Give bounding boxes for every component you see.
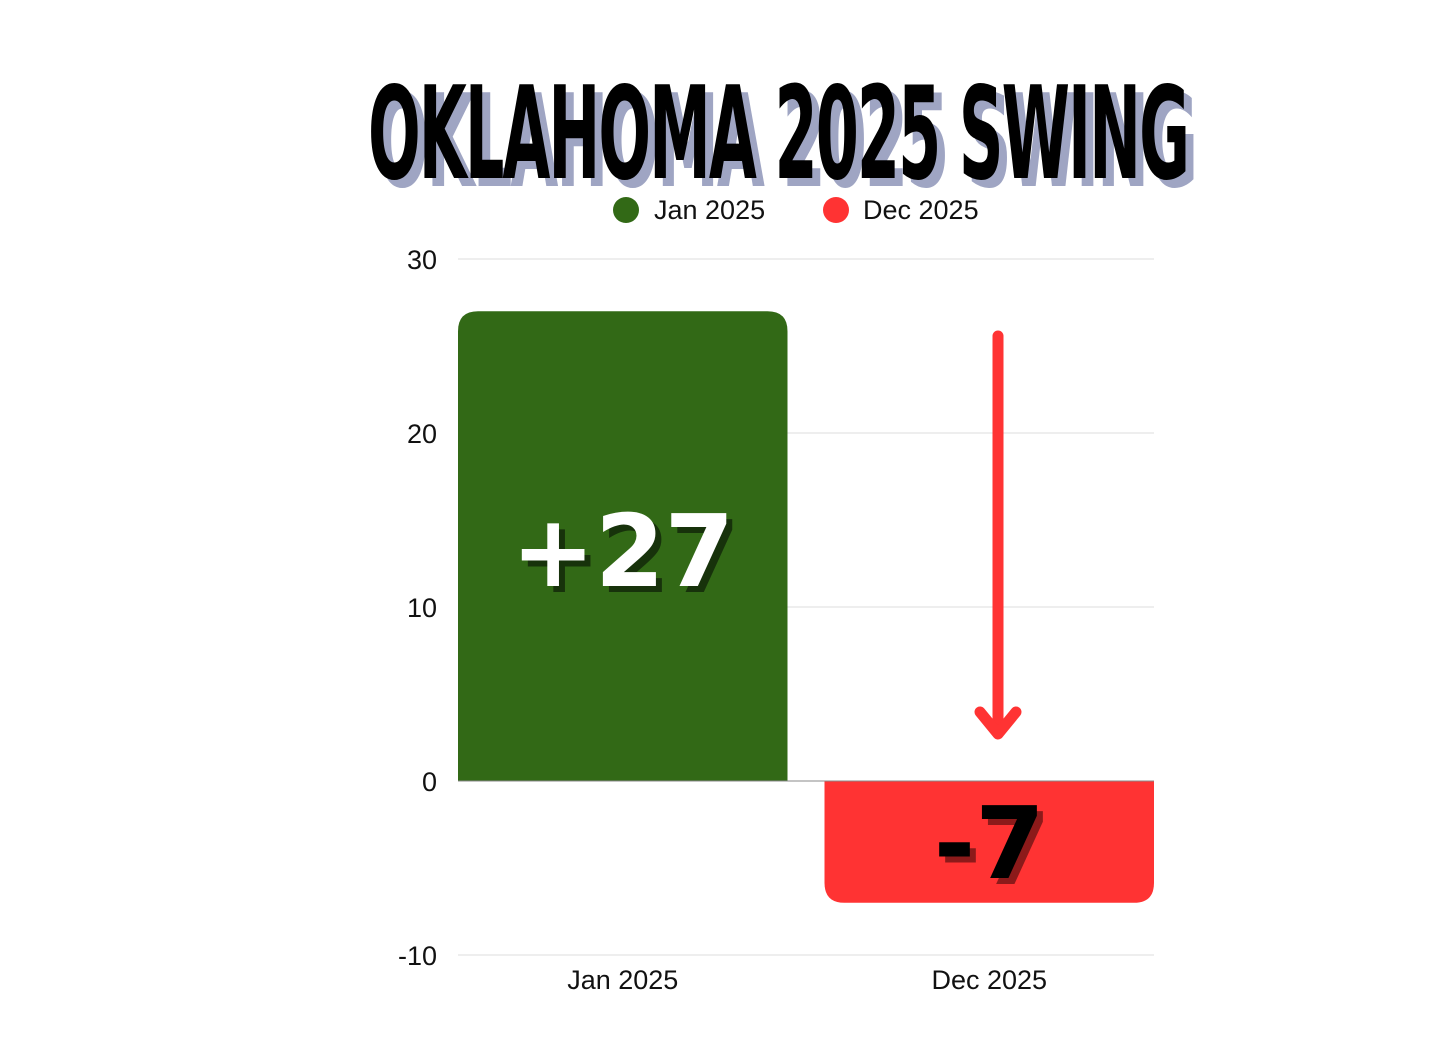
data-label-shadow-0: +27 xyxy=(517,499,740,616)
y-tick-label-3: 0 xyxy=(422,767,437,797)
y-tick-label-0: 30 xyxy=(407,245,437,275)
bar-labels: +27+27 -7-7 xyxy=(511,493,1051,908)
legend: Jan 2025 Dec 2025 xyxy=(613,195,979,225)
bars xyxy=(458,311,1154,903)
legend-swatch-1 xyxy=(823,197,849,223)
legend-label-1: Dec 2025 xyxy=(863,195,979,225)
data-label-shadow-1: -7 xyxy=(940,791,1051,908)
y-tick-label-1: 20 xyxy=(407,419,437,449)
chart-title: OKLAHOMA 2025 SWING xyxy=(368,60,1188,209)
y-axis-ticks: 30 20 10 0 -10 xyxy=(398,245,437,971)
x-axis-categories: Jan 2025 Dec 2025 xyxy=(567,965,1047,995)
x-category-label-0: Jan 2025 xyxy=(567,965,678,995)
x-category-label-1: Dec 2025 xyxy=(931,965,1047,995)
legend-swatch-0 xyxy=(613,197,639,223)
bar-jan-2025 xyxy=(458,311,788,781)
data-label-0: +27 xyxy=(511,493,734,610)
bar-dec-2025 xyxy=(824,781,1154,903)
chart-title-group: OKLAHOMA 2025 SWING OKLAHOMA 2025 SWING xyxy=(368,60,1200,217)
y-tick-label-2: 10 xyxy=(407,593,437,623)
data-label-1: -7 xyxy=(934,785,1045,902)
chart-title-shadow: OKLAHOMA 2025 SWING xyxy=(376,68,1196,217)
legend-label-0: Jan 2025 xyxy=(654,195,765,225)
down-arrow-icon xyxy=(974,330,1022,740)
y-tick-label-4: -10 xyxy=(398,941,437,971)
